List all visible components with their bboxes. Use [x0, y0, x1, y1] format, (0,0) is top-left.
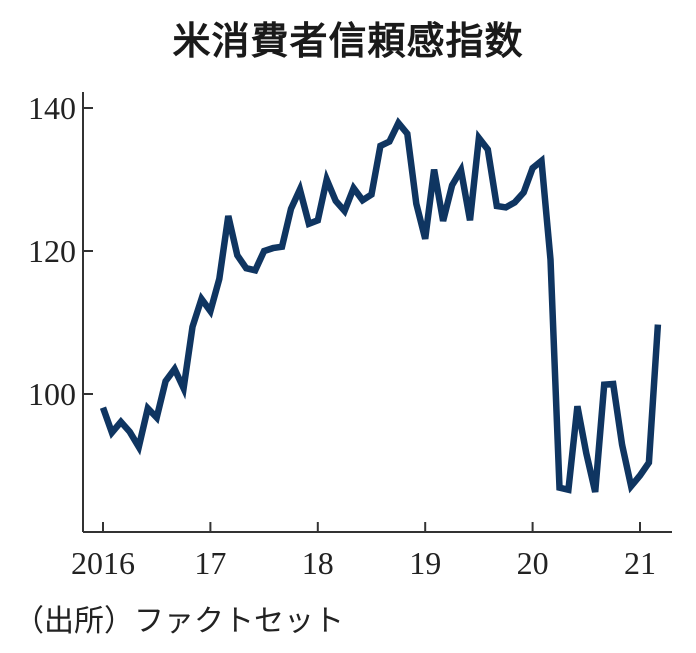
y-tick-label: 120: [28, 233, 76, 269]
x-tick-label: 17: [194, 545, 226, 581]
x-tick-label: 19: [409, 545, 441, 581]
x-tick-label: 18: [302, 545, 334, 581]
y-ticks: 100 120 140: [28, 90, 93, 412]
chart-title: 米消費者信頼感指数: [172, 19, 524, 63]
y-tick-label: 140: [28, 90, 76, 126]
plot-area: [99, 117, 662, 494]
x-ticks: 2016 17 18 19 20 21: [71, 522, 656, 581]
x-tick-label: 2016: [71, 545, 135, 581]
y-tick-label: 100: [28, 376, 76, 412]
series-line: [99, 117, 662, 494]
x-tick-label: 20: [517, 545, 549, 581]
source-note: （出所）ファクトセット: [14, 604, 344, 639]
x-tick-label: 21: [624, 545, 656, 581]
axes: [82, 92, 672, 533]
